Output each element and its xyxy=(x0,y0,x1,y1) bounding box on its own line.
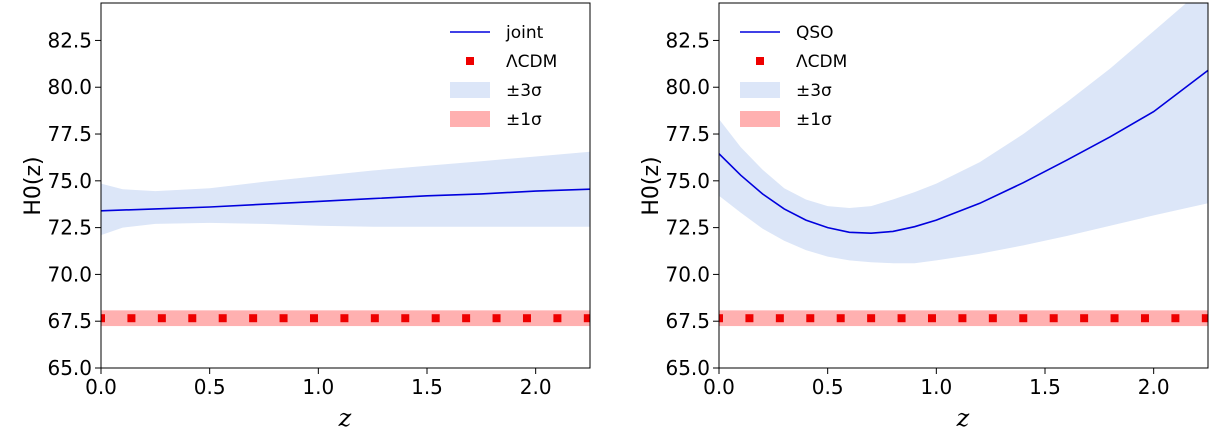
left-legend-1sigma-swatch xyxy=(450,111,490,127)
right-lcdm-marker xyxy=(1110,314,1119,323)
right-y-tick-label: 67.5 xyxy=(665,309,710,333)
left-lcdm-marker xyxy=(101,314,105,323)
right-legend-1sigma-swatch xyxy=(740,111,780,127)
left-lcdm-marker xyxy=(401,314,410,323)
right-y-tick-label: 82.5 xyxy=(665,28,710,52)
left-y-tick-label: 82.5 xyxy=(47,28,92,52)
left-joint-line xyxy=(101,188,590,212)
left-y-tick-label: 65.0 xyxy=(47,356,92,380)
right-3sigma-band xyxy=(719,3,1208,264)
right-lcdm-marker xyxy=(1171,314,1180,323)
right-lcdm-marker xyxy=(1019,314,1028,323)
left-lcdm-marker xyxy=(553,314,562,323)
left-legend-3sigma-swatch xyxy=(450,82,490,98)
left-ticks: 0.0 0.5 1.0 1.5 2.0 65.0 67.5 70.0 72.5 75.0 77.5 8… xyxy=(47,28,551,399)
left-x-tick-label: 1.5 xyxy=(411,375,443,399)
right-lcdm-marker xyxy=(1201,314,1208,323)
right-lcdm-marker xyxy=(1140,314,1149,323)
right-lcdm-marker xyxy=(867,314,876,323)
right-y-tick-label: 70.0 xyxy=(665,262,710,286)
left-y-tick-label: 75.0 xyxy=(47,169,92,193)
right-lcdm-marker xyxy=(1049,314,1058,323)
right-lcdm-marker xyxy=(988,314,997,323)
right-legend-label: QSO xyxy=(796,23,834,43)
right-x-tick-label: 1.5 xyxy=(1029,375,1061,399)
right-legend-label: ±1σ xyxy=(796,110,832,130)
left-lcdm-marker xyxy=(309,314,318,323)
right-legend-label: ±3σ xyxy=(796,81,832,101)
left-y-axis-label: H0(z) xyxy=(21,156,46,215)
left-lcdm-marker xyxy=(157,314,166,323)
left-lcdm-marker xyxy=(188,314,197,323)
left-legend-label: ΛCDM xyxy=(506,52,557,72)
left-plot-area xyxy=(101,151,590,327)
right-legend-marker-swatch xyxy=(756,57,764,65)
left-lcdm-marker xyxy=(127,314,136,323)
left-lcdm-marker xyxy=(249,314,258,323)
left-lcdm-marker xyxy=(462,314,471,323)
left-lcdm-marker xyxy=(218,314,227,323)
right-y-tick-label: 75.0 xyxy=(665,169,710,193)
right-lcdm-marker xyxy=(958,314,967,323)
right-lcdm-marker xyxy=(719,314,723,323)
right-qso-line xyxy=(719,69,1208,235)
right-y-tick-label: 65.0 xyxy=(665,356,710,380)
right-lcdm-marker xyxy=(927,314,936,323)
left-x-tick-label: 2.0 xyxy=(520,375,552,399)
left-x-tick-label: 0.0 xyxy=(85,375,117,399)
right-y-tick-label: 77.5 xyxy=(665,122,710,146)
left-axes-frame xyxy=(100,2,591,369)
right-chart-panel: 0.0 0.5 1.0 1.5 2.0 65.0 67.5 70.0 72.5 75.0 77.5 8… xyxy=(639,2,1209,432)
right-x-tick-label: 0.5 xyxy=(812,375,844,399)
left-chart-panel: 0.0 0.5 1.0 1.5 2.0 65.0 67.5 70.0 72.5 75.0 77.5 8… xyxy=(21,2,591,432)
left-y-tick-label: 70.0 xyxy=(47,262,92,286)
right-lcdm-marker xyxy=(836,314,845,323)
left-lcdm-marker xyxy=(370,314,379,323)
right-x-tick-label: 0.0 xyxy=(703,375,735,399)
right-plot-area xyxy=(719,3,1208,327)
right-lcdm-marker xyxy=(745,314,754,323)
left-y-tick-label: 80.0 xyxy=(47,75,92,99)
left-lcdm-marker xyxy=(340,314,349,323)
right-legend: QSO ΛCDM ±3σ ±1σ xyxy=(740,23,847,130)
left-y-tick-label: 67.5 xyxy=(47,309,92,333)
right-lcdm-marker xyxy=(775,314,784,323)
left-x-tick-label: 1.0 xyxy=(302,375,334,399)
left-lcdm-marker xyxy=(492,314,501,323)
right-y-tick-label: 72.5 xyxy=(665,216,710,240)
left-legend-label: ±3σ xyxy=(506,81,542,101)
left-legend-label: joint xyxy=(505,23,544,43)
right-axes-frame xyxy=(718,2,1209,369)
right-lcdm-marker xyxy=(806,314,815,323)
left-legend-marker-swatch xyxy=(466,57,474,65)
left-lcdm-marker xyxy=(522,314,531,323)
left-y-tick-label: 72.5 xyxy=(47,216,92,240)
right-y-axis-label: H0(z) xyxy=(639,156,664,215)
right-legend-3sigma-swatch xyxy=(740,82,780,98)
left-x-axis-label: z xyxy=(338,404,352,432)
left-x-tick-label: 0.5 xyxy=(194,375,226,399)
right-ticks: 0.0 0.5 1.0 1.5 2.0 65.0 67.5 70.0 72.5 75.0 77.5 8… xyxy=(665,28,1169,399)
left-lcdm-marker xyxy=(431,314,440,323)
right-lcdm-marker xyxy=(1080,314,1089,323)
left-lcdm-marker xyxy=(583,314,590,323)
left-y-tick-label: 77.5 xyxy=(47,122,92,146)
right-lcdm-marker xyxy=(897,314,906,323)
right-x-tick-label: 2.0 xyxy=(1138,375,1170,399)
right-y-tick-label: 80.0 xyxy=(665,75,710,99)
left-legend-label: ±1σ xyxy=(506,110,542,130)
left-legend: joint ΛCDM ±3σ ±1σ xyxy=(450,23,557,130)
left-3sigma-band xyxy=(101,151,590,236)
left-lcdm-marker xyxy=(279,314,288,323)
right-x-axis-label: z xyxy=(956,404,970,432)
right-x-tick-label: 1.0 xyxy=(920,375,952,399)
right-legend-label: ΛCDM xyxy=(796,52,847,72)
